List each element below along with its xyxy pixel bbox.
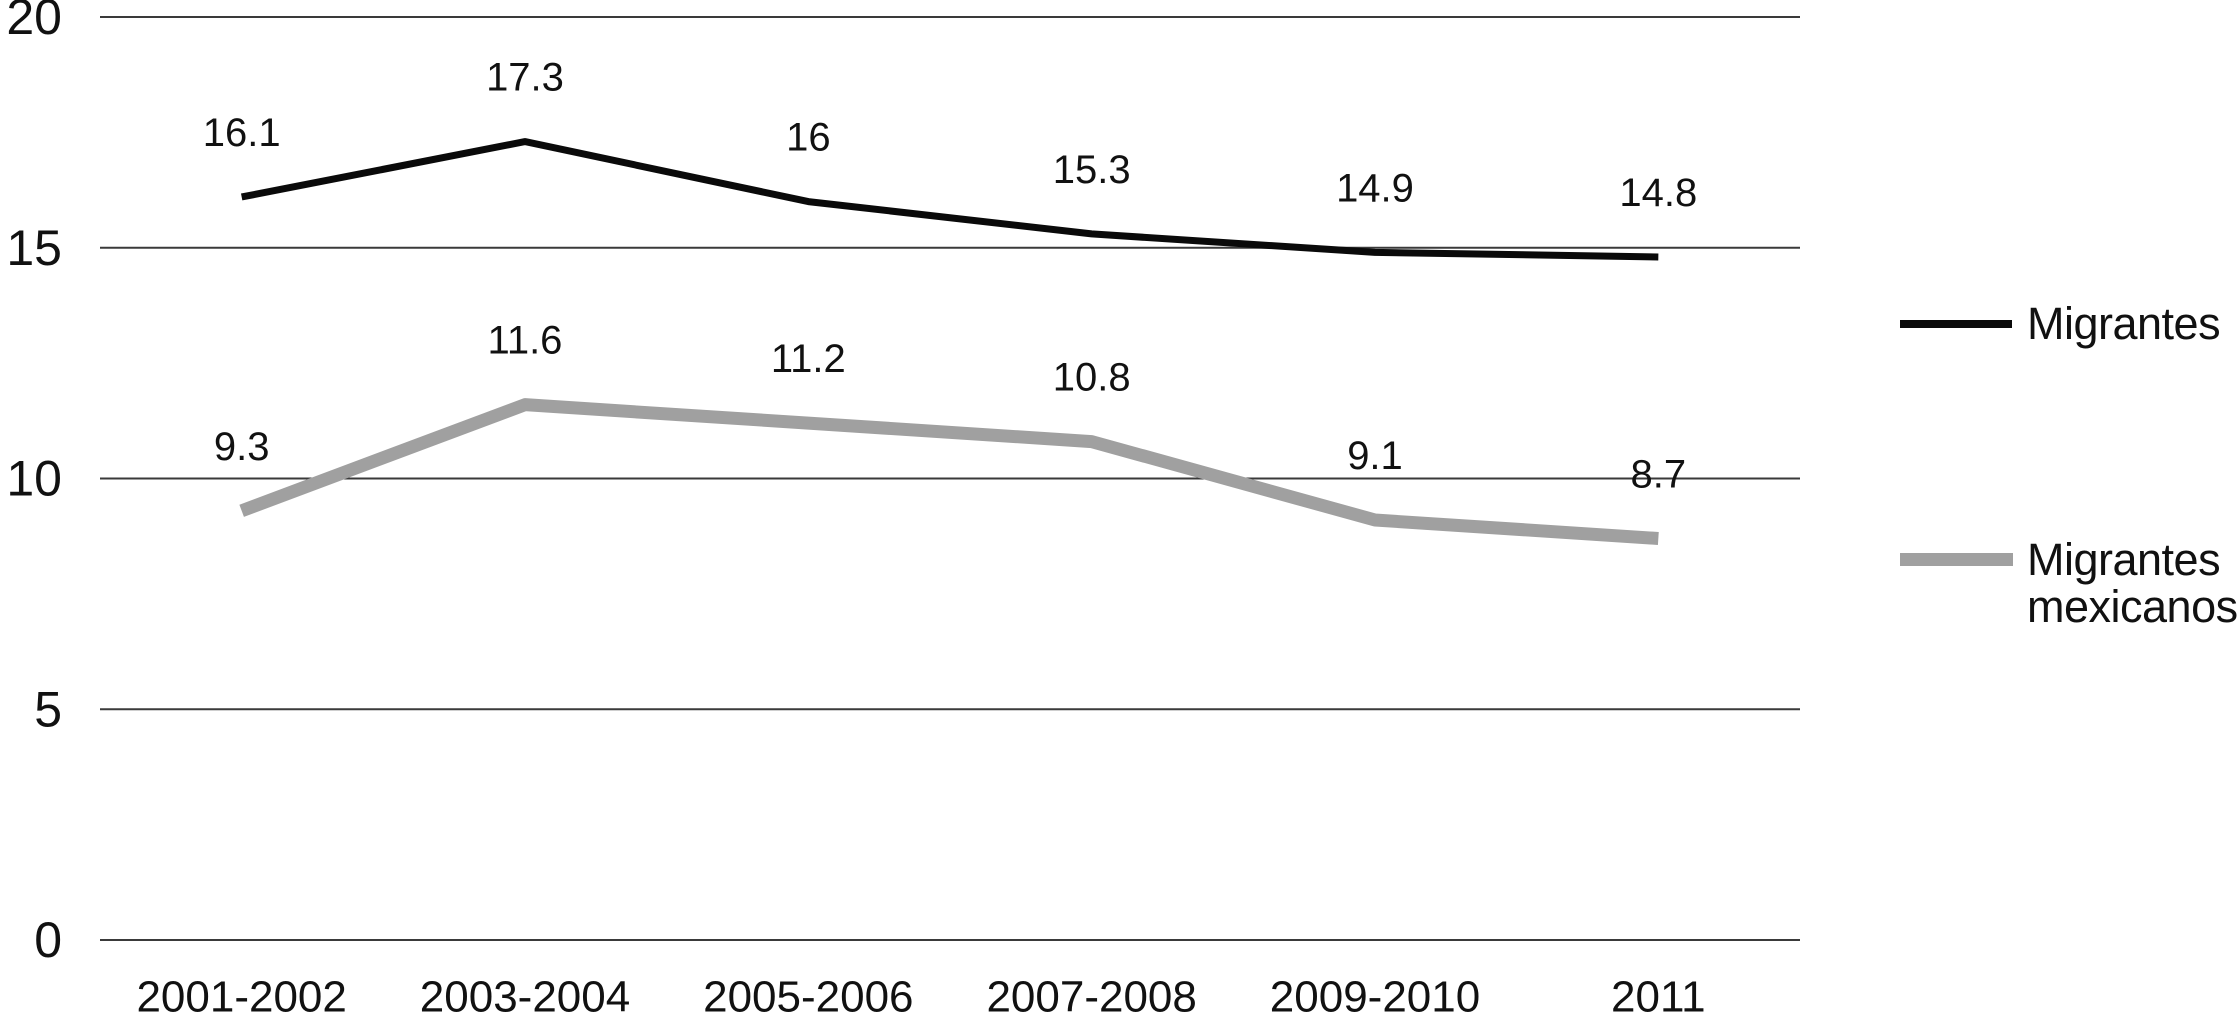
x-tick-label-4: 2009-2010: [1270, 973, 1480, 1018]
data-label-series1-1: 11.6: [488, 319, 563, 363]
y-tick-label-10: 10: [6, 451, 62, 507]
y-tick-label-15: 15: [6, 220, 62, 276]
x-tick-label-3: 2007-2008: [986, 973, 1196, 1018]
data-label-series1-3: 10.8: [1053, 356, 1131, 400]
x-tick-label-1: 2003-2004: [420, 973, 630, 1018]
data-label-series0-3: 15.3: [1053, 148, 1131, 192]
y-tick-label-0: 0: [34, 912, 62, 968]
x-tick-label-0: 2001-2002: [136, 973, 346, 1018]
x-tick-label-5: 2011: [1611, 973, 1706, 1018]
y-tick-label-20: 20: [6, 0, 62, 45]
data-label-series1-0: 9.3: [214, 425, 270, 469]
data-label-series0-1: 17.3: [486, 56, 564, 100]
data-label-series0-2: 16: [786, 116, 831, 160]
x-tick-label-2: 2005-2006: [703, 973, 913, 1018]
data-label-series0-5: 14.8: [1619, 171, 1697, 215]
data-label-series0-4: 14.9: [1336, 166, 1414, 210]
data-label-series1-4: 9.1: [1347, 434, 1403, 478]
series-line-1: [239, 398, 1659, 545]
data-label-series1-2: 11.2: [771, 337, 846, 381]
data-label-series0-0: 16.1: [203, 111, 281, 155]
y-tick-label-5: 5: [34, 681, 62, 737]
series-line-0: [240, 138, 1659, 261]
data-label-series1-5: 8.7: [1631, 452, 1687, 496]
